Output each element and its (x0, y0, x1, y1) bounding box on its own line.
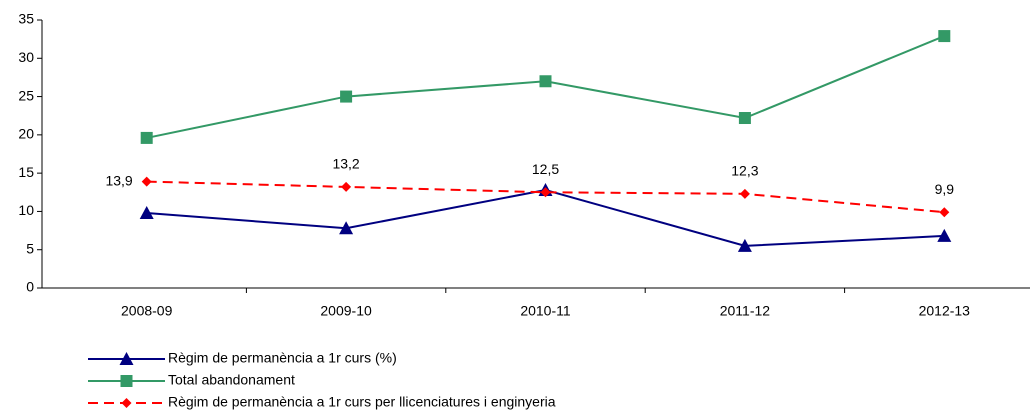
data-label: 12,3 (731, 163, 758, 179)
marker (341, 181, 352, 192)
data-label: 13,9 (105, 172, 132, 188)
marker (141, 176, 152, 187)
legend-label: Règim de permanència a 1r curs (%) (168, 350, 397, 366)
marker (937, 228, 952, 242)
y-tick-label: 30 (18, 49, 34, 65)
marker (938, 30, 951, 43)
marker (119, 352, 134, 365)
marker (139, 205, 154, 219)
data-label: 12,5 (532, 161, 559, 177)
series-line (146, 180, 945, 214)
marker (120, 375, 133, 387)
y-tick-label: 35 (18, 11, 34, 27)
x-tick-label: 2009-10 (320, 303, 372, 319)
legend-label: Règim de permanència a 1r curs per llice… (168, 394, 556, 410)
legend-label: Total abandonament (168, 372, 295, 388)
x-tick-label: 2010-11 (520, 303, 571, 319)
marker (738, 112, 751, 125)
y-tick-label: 25 (18, 87, 34, 103)
series-line (146, 188, 945, 247)
y-tick-label: 0 (26, 279, 34, 295)
marker (339, 221, 354, 235)
data-label: 13,2 (332, 156, 359, 172)
x-tick-label: 2011-12 (720, 303, 771, 319)
x-tick-label: 2008-09 (121, 303, 173, 319)
marker (539, 75, 552, 88)
x-tick-label: 2012-13 (919, 303, 971, 319)
y-tick-label: 15 (18, 164, 34, 180)
marker (140, 131, 153, 144)
marker (939, 207, 950, 218)
marker (737, 238, 752, 252)
marker (540, 187, 551, 198)
marker (340, 90, 353, 103)
y-tick-label: 20 (18, 126, 34, 142)
marker (739, 188, 750, 199)
y-tick-label: 5 (26, 240, 34, 256)
marker (121, 398, 132, 408)
y-tick-label: 10 (18, 202, 34, 218)
data-label: 9,9 (935, 181, 955, 197)
